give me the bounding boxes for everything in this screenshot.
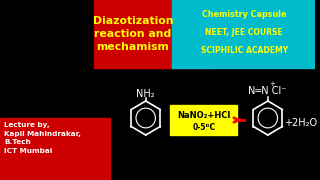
Text: Lecture by,
Kapil Mahindrakar,
B.Tech
ICT Mumbai: Lecture by, Kapil Mahindrakar, B.Tech IC… bbox=[4, 122, 81, 154]
Text: NaNO₂+HCl: NaNO₂+HCl bbox=[177, 111, 230, 120]
Text: Chemistry Capsule: Chemistry Capsule bbox=[202, 10, 286, 19]
Text: NH₂: NH₂ bbox=[136, 89, 155, 99]
Bar bbox=[170, 105, 237, 135]
Text: SCIPHILIC ACADEMY: SCIPHILIC ACADEMY bbox=[201, 46, 288, 55]
Bar bbox=[93, 0, 212, 68]
Bar bbox=[172, 0, 315, 68]
Text: 0-5ᴰC: 0-5ᴰC bbox=[192, 123, 215, 132]
Text: NEET, JEE COURSE: NEET, JEE COURSE bbox=[205, 28, 283, 37]
Bar bbox=[0, 118, 110, 180]
Text: Diazotization
reaction and
mechamism: Diazotization reaction and mechamism bbox=[93, 16, 173, 52]
Text: +2H₂O: +2H₂O bbox=[284, 118, 317, 128]
Text: N═N Cl⁻: N═N Cl⁻ bbox=[248, 86, 286, 96]
Text: +: + bbox=[269, 81, 275, 87]
